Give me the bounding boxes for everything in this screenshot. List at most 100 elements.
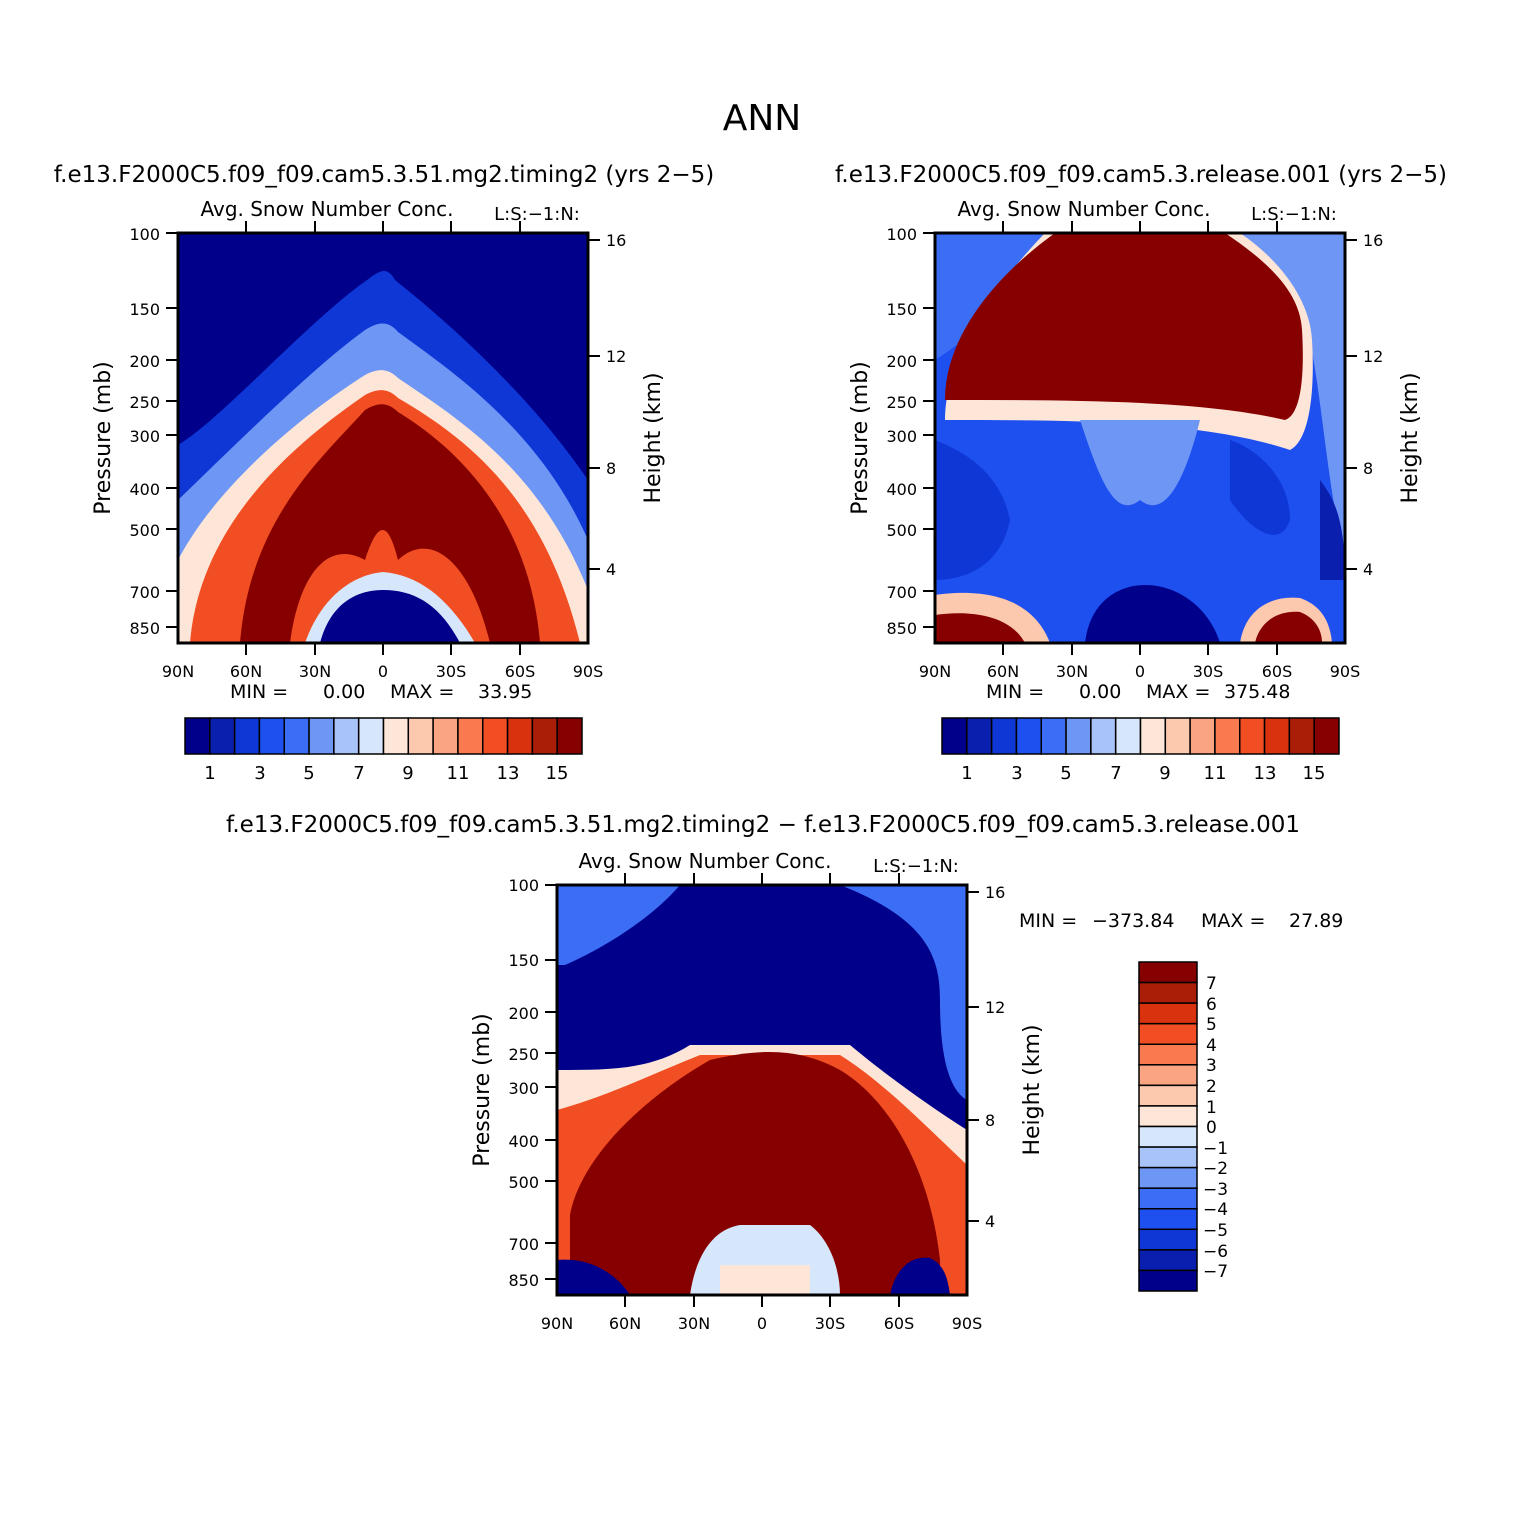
colorbar-swatch xyxy=(990,717,1018,755)
colorbar-swatch xyxy=(1138,1187,1198,1210)
x-tick-label: 60S xyxy=(1262,662,1293,681)
colorbar-swatch xyxy=(333,717,360,755)
colorbar-label: −7 xyxy=(1203,1262,1228,1282)
page-title: ANN xyxy=(723,98,802,139)
colorbar-label: −6 xyxy=(1203,1242,1228,1262)
y2-tick-label: 16 xyxy=(606,231,626,250)
contour-band-dark xyxy=(570,1051,940,1295)
colorbar-swatch xyxy=(556,717,583,755)
colorbar-swatch xyxy=(283,717,310,755)
y-tick-label: 250 xyxy=(129,393,160,412)
x-tick-marks xyxy=(245,221,521,655)
colorbar-swatch xyxy=(1065,717,1092,755)
x-ticks: 90N 60N 30N 0 30S 60S 90S xyxy=(162,221,603,681)
colorbar-swatch xyxy=(1164,717,1191,755)
x-tick-label: 0 xyxy=(1135,662,1145,681)
colorbar-label: 4 xyxy=(1206,1036,1217,1056)
contour-band-upper-blue-right xyxy=(1230,233,1345,560)
y-axis-label: Pressure (mb) xyxy=(470,1013,495,1167)
colorbar-swatch xyxy=(1138,961,1198,984)
panel-subtitle: Avg. Snow Number Conc. xyxy=(957,197,1210,221)
y-tick-label: 850 xyxy=(886,619,917,638)
colorbar xyxy=(941,717,1340,755)
panel-subtitle: Avg. Snow Number Conc. xyxy=(200,197,453,221)
x-ticks: 90N 60N 30N 0 30S 60S 90S xyxy=(541,873,982,1333)
colorbar-swatch xyxy=(1138,981,1198,1004)
contour-band-low-blue xyxy=(320,590,460,643)
y-tick-label: 700 xyxy=(129,583,160,602)
y-tick-label: 500 xyxy=(886,521,917,540)
x-tick-label: 30S xyxy=(815,1314,846,1333)
colorbar-swatch xyxy=(1214,717,1241,755)
contour-band-left-dark xyxy=(935,440,1010,580)
contour-field xyxy=(178,233,588,643)
colorbar-swatch xyxy=(1138,1022,1198,1045)
y-tick-label: 700 xyxy=(508,1235,539,1254)
y-tick-marks xyxy=(923,232,935,628)
contour-field xyxy=(935,233,1345,643)
y-tick-marks xyxy=(545,884,557,1280)
min-label: MIN = xyxy=(230,681,288,703)
colorbar-swatch xyxy=(308,717,335,755)
y-tick-label: 200 xyxy=(886,352,917,371)
y-tick-label: 300 xyxy=(508,1079,539,1098)
y-ticks: 100 150 200 250 300 400 500 700 850 xyxy=(508,876,557,1290)
y2-ticks: 16 12 8 4 xyxy=(588,231,626,579)
y2-ticks: 16 12 8 4 xyxy=(1345,231,1383,579)
max-label: MAX = xyxy=(390,681,454,703)
x-tick-label: 60N xyxy=(609,1314,641,1333)
y2-tick-label: 4 xyxy=(985,1212,995,1231)
colorbar-labels: 7 6 5 4 3 2 1 0 −1 −2 −3 −4 −5 −6 −7 xyxy=(1203,974,1228,1282)
colorbar-labels: 1 3 5 7 9 11 13 15 xyxy=(204,763,568,784)
colorbar-label: 2 xyxy=(1206,1077,1217,1097)
contour-band-red xyxy=(945,233,1303,420)
colorbar-swatch xyxy=(1114,717,1142,755)
contour-band-low-right-red xyxy=(1255,611,1322,643)
colorbar xyxy=(184,717,583,755)
y-ticks: 100 150 200 250 300 400 500 700 850 xyxy=(886,225,935,638)
y-tick-label: 500 xyxy=(129,521,160,540)
x-ticks: 90N 60N 30N 0 30S 60S 90S xyxy=(919,221,1360,681)
colorbar-label: 5 xyxy=(1060,763,1071,784)
min-value: 0.00 xyxy=(323,681,365,703)
x-tick-label: 30N xyxy=(1056,662,1088,681)
colorbar-swatch xyxy=(1263,717,1291,755)
y-tick-label: 500 xyxy=(508,1173,539,1192)
panel-bottom: f.e13.F2000C5.f09_f09.cam5.3.51.mg2.timi… xyxy=(226,812,1343,1333)
panel-title: f.e13.F2000C5.f09_f09.cam5.3.51.mg2.timi… xyxy=(226,812,1300,838)
y-tick-label: 400 xyxy=(129,480,160,499)
min-value: 0.00 xyxy=(1079,681,1121,703)
x-tick-label: 0 xyxy=(378,662,388,681)
colorbar-label: 1 xyxy=(204,763,215,784)
min-label: MIN = xyxy=(986,681,1044,703)
colorbar-swatch xyxy=(382,717,410,755)
colorbar-swatch xyxy=(457,717,484,755)
colorbar-swatch xyxy=(1138,1269,1198,1292)
colorbar-labels: 1 3 5 7 9 11 13 15 xyxy=(961,763,1325,784)
colorbar-swatch xyxy=(1138,1228,1198,1251)
colorbar-swatch xyxy=(1139,717,1167,755)
colorbar-label: 13 xyxy=(1254,763,1277,784)
colorbar-label: 15 xyxy=(1303,763,1326,784)
colorbar-label: 7 xyxy=(353,763,364,784)
colorbar-swatch xyxy=(1189,717,1216,755)
colorbar-swatch xyxy=(1138,1125,1198,1148)
min-label: MIN = xyxy=(1019,910,1077,932)
x-tick-label: 30N xyxy=(678,1314,710,1333)
colorbar-swatch xyxy=(1138,1249,1198,1272)
y-tick-label: 100 xyxy=(129,225,160,244)
x-tick-label: 90S xyxy=(573,662,604,681)
x-tick-label: 60N xyxy=(987,662,1019,681)
colorbar-label: −1 xyxy=(1203,1139,1228,1159)
x-tick-label: 30S xyxy=(1193,662,1224,681)
colorbar-swatch xyxy=(209,717,236,755)
y2-axis-label: Height (km) xyxy=(1020,1024,1045,1155)
y2-ticks: 16 12 8 4 xyxy=(967,883,1005,1231)
contour-band-right-dark xyxy=(1230,440,1290,535)
x-tick-label: 0 xyxy=(757,1314,767,1333)
panel-title: f.e13.F2000C5.f09_f09.cam5.3.release.001… xyxy=(835,162,1447,188)
colorbar-label: 5 xyxy=(303,763,314,784)
panel-label-right: L:S:−1:N: xyxy=(1251,204,1337,225)
colorbar-swatch xyxy=(1138,1064,1198,1087)
